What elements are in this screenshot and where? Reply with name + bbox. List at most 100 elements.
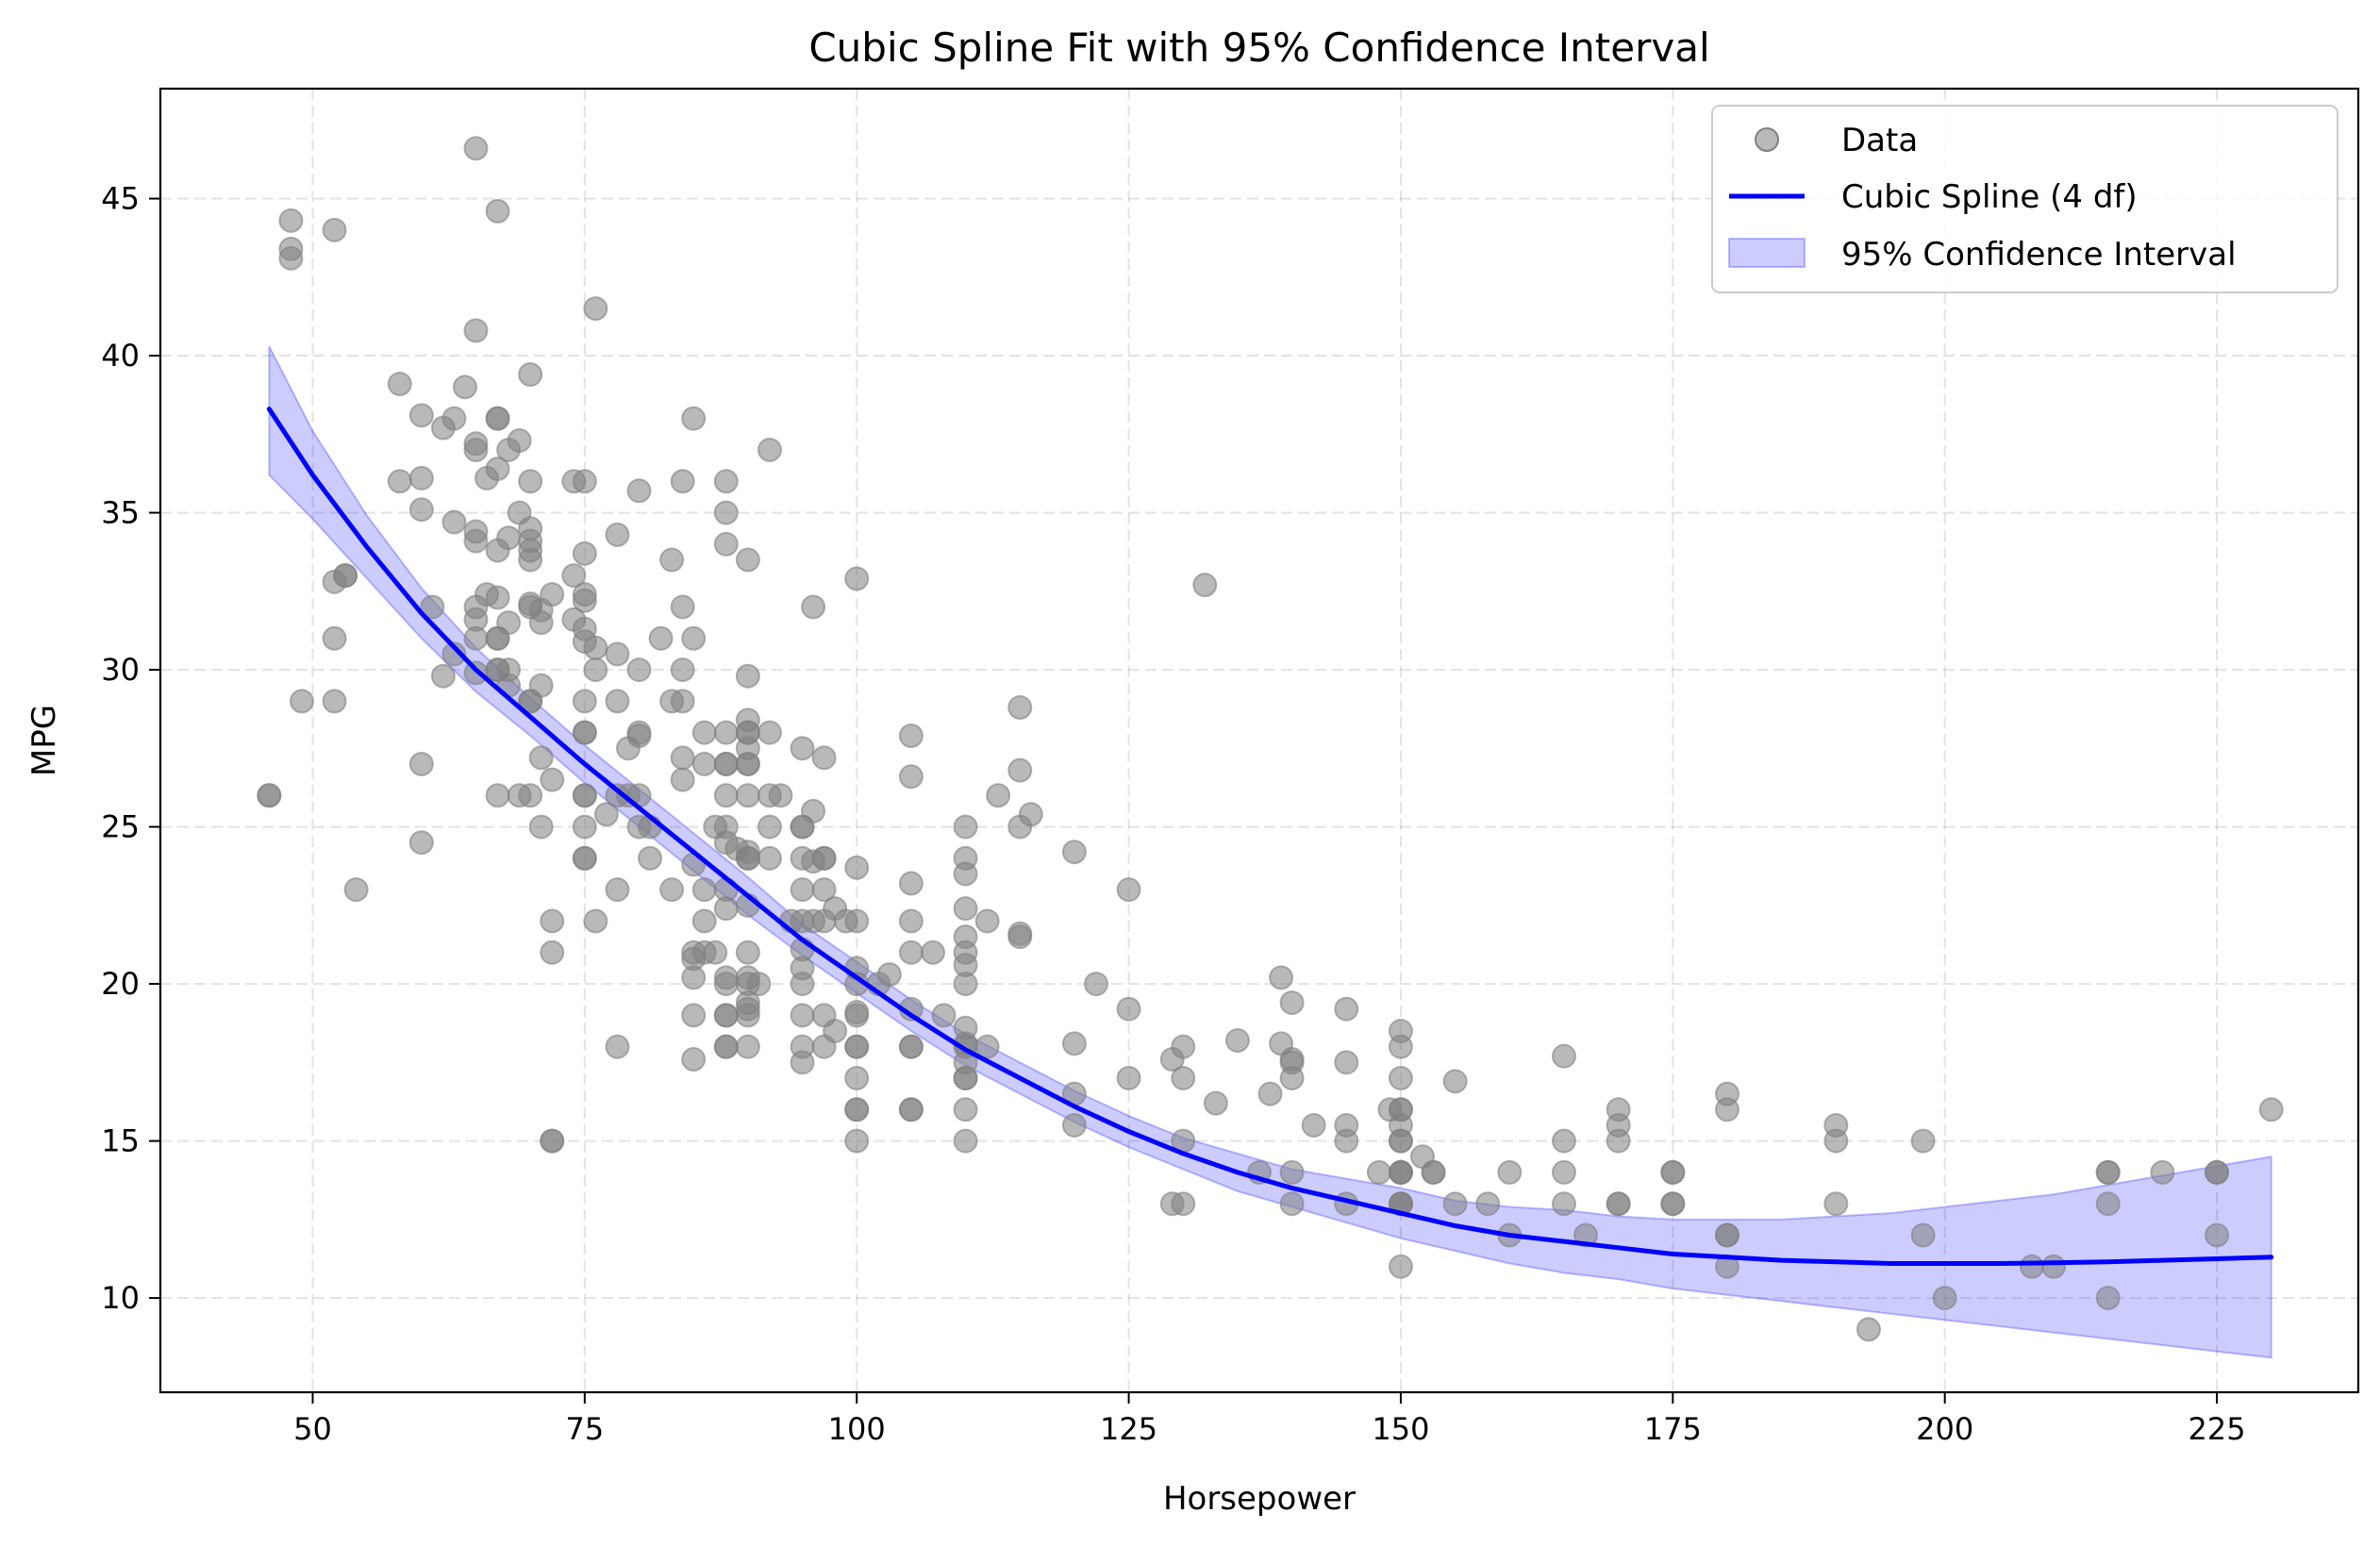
data-point — [387, 372, 412, 397]
data-point — [518, 362, 543, 388]
data-point — [605, 1034, 630, 1059]
data-point — [1366, 1159, 1391, 1185]
data-point — [670, 594, 695, 620]
data-point — [1083, 972, 1108, 997]
data-point — [1388, 1034, 1413, 1059]
data-point — [768, 783, 793, 808]
data-point — [463, 437, 489, 462]
data-point — [540, 908, 565, 934]
data-point — [811, 845, 837, 871]
data-point — [528, 673, 554, 698]
spline-line-layer — [266, 407, 2274, 1266]
data-point — [1334, 1128, 1359, 1154]
data-point — [713, 531, 739, 557]
data-point — [713, 720, 739, 745]
data-point — [986, 783, 1011, 808]
data-point — [463, 318, 489, 343]
x-axis-ticks: 50 75 100 125 150 175 200 225 — [293, 1392, 2246, 1447]
data-point — [540, 939, 565, 965]
grid — [160, 89, 2358, 1392]
data-point — [1171, 1034, 1196, 1059]
data-point — [605, 641, 630, 667]
data-points-layer — [257, 136, 2284, 1342]
data-point — [713, 1034, 739, 1059]
data-point — [430, 663, 456, 689]
data-point — [572, 540, 597, 566]
y-tick-label: 35 — [101, 495, 140, 531]
data-point — [1007, 924, 1033, 950]
plot-frame — [158, 87, 2360, 1394]
data-point — [408, 497, 434, 523]
data-point — [953, 814, 978, 839]
data-point — [1007, 695, 1033, 721]
data-point — [572, 689, 597, 714]
data-point — [583, 296, 608, 322]
data-point — [844, 1097, 870, 1122]
data-point — [844, 1065, 870, 1090]
data-point — [1421, 1159, 1446, 1185]
data-point — [322, 217, 347, 242]
data-point — [1714, 1222, 1739, 1248]
data-point — [1660, 1191, 1686, 1217]
data-point — [518, 469, 543, 494]
data-point — [1497, 1159, 1523, 1185]
data-point — [583, 657, 608, 683]
legend: Data Cubic Spline (4 df) 95% Confidence … — [1711, 105, 2338, 293]
data-point — [681, 1003, 707, 1028]
data-point — [1714, 1097, 1739, 1122]
data-point — [485, 198, 510, 224]
data-point — [931, 1003, 957, 1028]
x-tick-label: 50 — [293, 1411, 332, 1447]
data-point — [1551, 1191, 1576, 1217]
data-point — [670, 469, 695, 494]
data-point — [572, 783, 597, 808]
data-point — [2258, 1097, 2284, 1122]
data-point — [1856, 1317, 1881, 1342]
data-point — [746, 972, 772, 997]
data-point — [2150, 1159, 2175, 1185]
data-point — [507, 427, 532, 453]
data-point — [735, 1034, 760, 1059]
data-point — [572, 720, 597, 745]
data-point — [844, 908, 870, 934]
data-point — [713, 751, 739, 776]
data-point — [289, 689, 314, 714]
data-point — [670, 657, 695, 683]
legend-box — [1711, 105, 2338, 293]
data-point — [561, 563, 587, 589]
data-point — [528, 814, 554, 839]
data-point — [605, 689, 630, 714]
data-point — [1007, 757, 1033, 783]
data-point — [540, 582, 565, 607]
data-point — [735, 845, 760, 871]
legend-data-marker — [1755, 127, 1779, 152]
y-axis-label: MPG — [25, 705, 63, 776]
x-tick-label: 125 — [1100, 1411, 1157, 1447]
data-point — [278, 245, 304, 271]
x-tick-label: 175 — [1644, 1411, 1702, 1447]
data-point — [790, 1003, 815, 1028]
y-tick-label: 30 — [101, 652, 140, 688]
data-point — [1475, 1191, 1501, 1217]
data-point — [1192, 573, 1218, 598]
data-point — [441, 509, 467, 535]
data-point — [735, 1003, 760, 1028]
data-point — [691, 720, 717, 745]
data-point — [408, 830, 434, 856]
data-point — [452, 374, 477, 400]
data-point — [974, 1034, 1000, 1059]
data-point — [2095, 1159, 2121, 1185]
data-point — [735, 547, 760, 573]
data-point — [441, 641, 467, 667]
data-point — [1388, 1128, 1413, 1154]
data-point — [757, 845, 782, 871]
data-point — [691, 877, 717, 903]
y-tick-label: 40 — [101, 338, 140, 374]
data-point — [1279, 990, 1305, 1016]
data-point — [1551, 1159, 1576, 1185]
x-tick-label: 75 — [565, 1411, 604, 1447]
data-point — [518, 783, 543, 808]
data-point — [844, 1128, 870, 1154]
